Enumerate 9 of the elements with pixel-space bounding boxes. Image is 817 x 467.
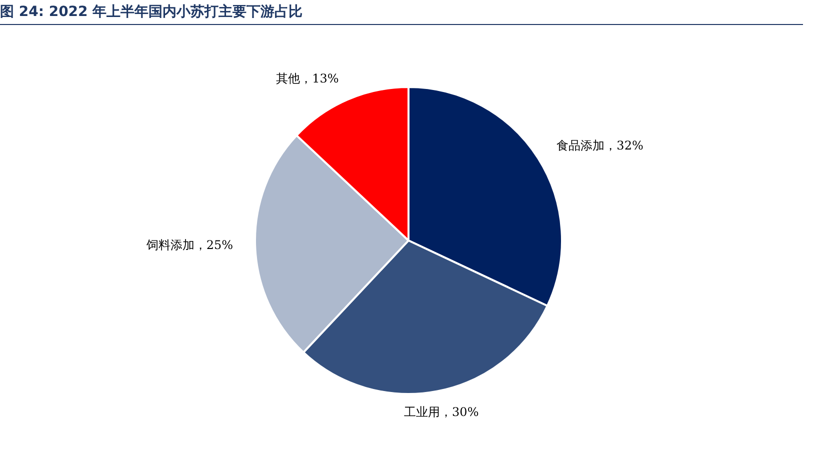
- data-label: ，32%: [604, 138, 644, 153]
- slice-label: 食品添加: [556, 138, 605, 153]
- data-label: ，30%: [440, 405, 479, 420]
- slice-label: 工业用: [404, 405, 440, 420]
- slice-label: 其他: [276, 72, 300, 86]
- data-label: ，13%: [300, 72, 339, 86]
- chart-title: 图 24: 2022 年上半年国内小苏打主要下游占比: [0, 3, 803, 25]
- data-label: ，25%: [194, 238, 234, 252]
- slice-label: 饲料添加: [145, 238, 194, 252]
